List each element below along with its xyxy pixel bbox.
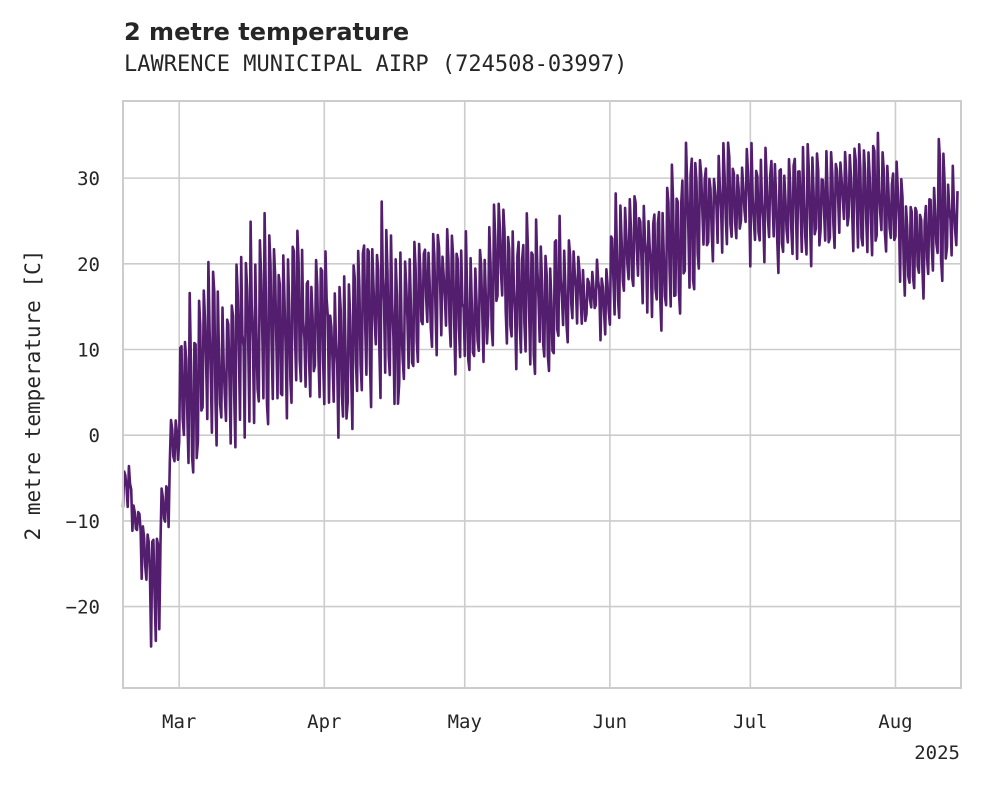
x-axis-ticks: Mar Apr May Jun Jul Aug <box>162 711 913 733</box>
x-axis-year-label: 2025 <box>914 742 960 764</box>
y-tick-label: 20 <box>77 254 100 276</box>
temperature-series-line <box>121 131 959 648</box>
y-axis-ticks: −20 −10 0 10 20 30 <box>66 168 100 618</box>
x-tick-label: Jun <box>593 711 627 733</box>
x-tick-label: Aug <box>878 711 912 733</box>
y-tick-label: −20 <box>66 597 100 619</box>
x-tick-label: Mar <box>162 711 196 733</box>
y-tick-label: 0 <box>89 425 100 447</box>
x-tick-label: May <box>448 711 482 733</box>
y-tick-label: 10 <box>77 340 100 362</box>
chart-title: 2 metre temperature <box>124 18 410 46</box>
y-tick-label: 30 <box>77 168 100 190</box>
y-axis-label: 2 metre temperature [C] <box>21 250 45 541</box>
x-tick-label: Apr <box>307 711 341 733</box>
chart-subtitle: LAWRENCE MUNICIPAL AIRP (724508-03997) <box>124 52 628 77</box>
plot-frame <box>122 100 962 689</box>
series-layer <box>121 131 959 648</box>
x-tick-label: Jul <box>733 711 767 733</box>
y-tick-label: −10 <box>66 511 100 533</box>
